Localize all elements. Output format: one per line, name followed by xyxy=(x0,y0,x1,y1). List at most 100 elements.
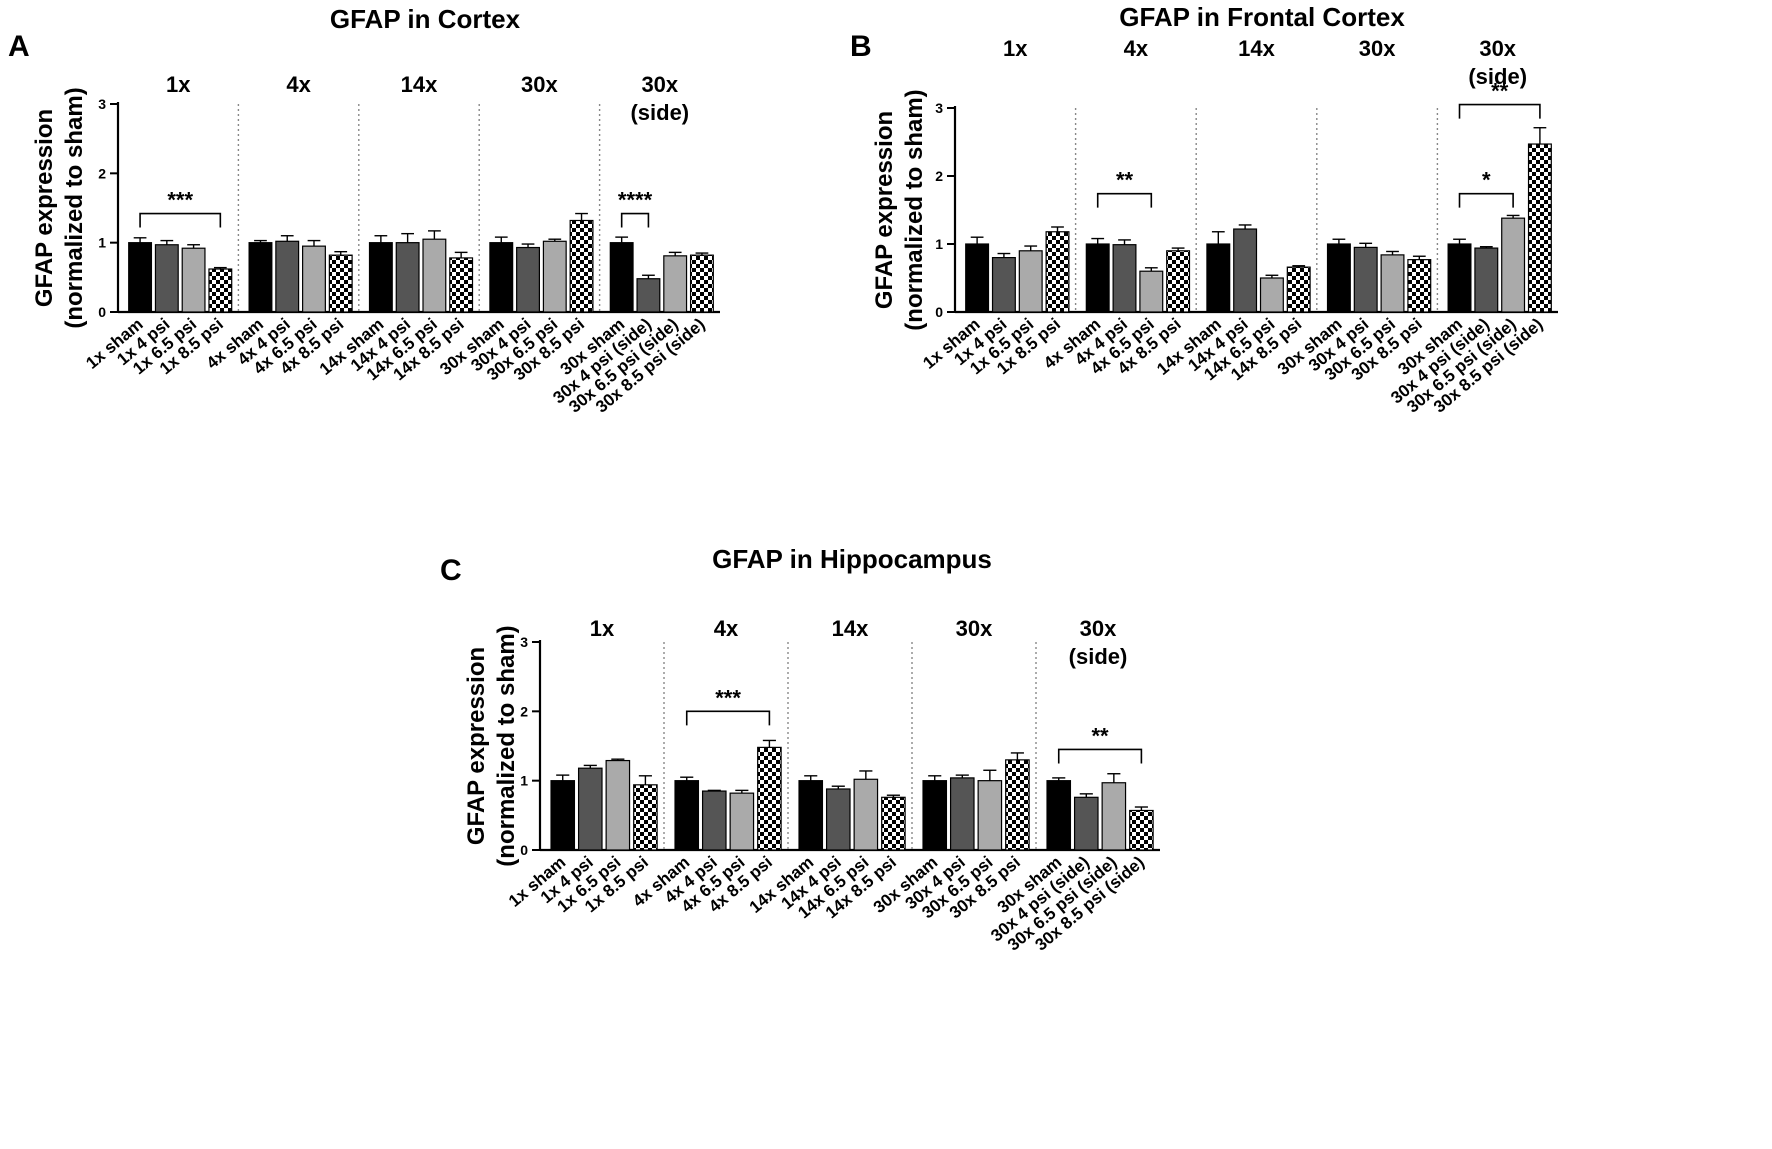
chart-title: GFAP in Cortex xyxy=(330,4,521,34)
bar xyxy=(977,780,1003,851)
bar xyxy=(949,777,975,851)
significance-label: ** xyxy=(1116,168,1134,193)
bar xyxy=(1046,780,1072,851)
group-label: 14x xyxy=(1238,36,1275,61)
group-label: 30x xyxy=(641,72,678,97)
bar xyxy=(1018,250,1043,313)
bar xyxy=(1073,796,1099,851)
y-tick-label: 2 xyxy=(520,703,528,719)
bar xyxy=(516,246,540,313)
y-tick-label: 3 xyxy=(98,96,106,112)
bar xyxy=(1045,231,1070,313)
group-label: 4x xyxy=(286,72,311,97)
bar xyxy=(605,759,631,851)
bar xyxy=(1085,243,1110,313)
bar xyxy=(729,792,755,851)
significance-label: *** xyxy=(715,685,741,710)
bar xyxy=(853,778,879,851)
bar xyxy=(208,268,233,313)
bar xyxy=(701,790,727,851)
significance-bracket xyxy=(1458,192,1514,208)
y-tick-label: 1 xyxy=(520,773,528,789)
bar xyxy=(1259,277,1284,313)
bar xyxy=(395,242,420,313)
bar xyxy=(1206,243,1231,313)
y-axis-label: GFAP expression xyxy=(463,647,490,845)
group-label-sub: (side) xyxy=(1468,64,1527,89)
bar xyxy=(965,243,990,313)
significance-bracket xyxy=(1096,192,1153,208)
y-axis-label: GFAP expression xyxy=(31,109,58,307)
y-tick-label: 1 xyxy=(98,235,106,251)
panel-a: A GFAP in Cortex GFAP expression (normalize… xyxy=(8,4,720,417)
bar xyxy=(1501,217,1526,313)
bar xyxy=(368,242,393,313)
bar xyxy=(542,240,567,313)
bar xyxy=(128,242,153,313)
bar xyxy=(798,780,824,851)
significance-label: ** xyxy=(1491,79,1509,104)
bar xyxy=(248,242,273,313)
significance-bracket xyxy=(620,212,650,228)
bar xyxy=(922,780,948,851)
group-label: 30x xyxy=(521,72,558,97)
y-tick-label: 3 xyxy=(935,100,943,116)
bar xyxy=(181,247,206,313)
bar xyxy=(569,219,594,313)
y-tick-label: 0 xyxy=(98,304,106,320)
bar xyxy=(1233,228,1258,313)
y-tick-label: 2 xyxy=(935,168,943,184)
group-label: 30x xyxy=(1479,36,1516,61)
y-axis-label-sub: (normalized to sham) xyxy=(901,89,928,330)
bar xyxy=(1005,759,1030,851)
bar xyxy=(1112,244,1137,313)
group-label: 30x xyxy=(1080,616,1117,641)
bar xyxy=(1353,246,1378,313)
bar xyxy=(881,796,906,851)
significance-label: *** xyxy=(167,188,193,213)
chart-title: GFAP in Frontal Cortex xyxy=(1119,2,1405,32)
y-tick-label: 0 xyxy=(935,304,943,320)
panel-b: B GFAP in Frontal Cortex GFAP expression (n… xyxy=(850,2,1558,417)
bar xyxy=(489,242,514,313)
group-label: 4x xyxy=(1124,36,1149,61)
panel-letter: A xyxy=(8,30,30,63)
bar xyxy=(1129,809,1154,851)
bar xyxy=(633,784,658,851)
bar xyxy=(1326,243,1351,313)
group-label: 1x xyxy=(1003,36,1028,61)
group-label: 1x xyxy=(166,72,191,97)
bar xyxy=(449,257,474,313)
bar xyxy=(609,242,634,313)
bar xyxy=(674,780,700,851)
significance-bracket xyxy=(1458,103,1541,119)
bar xyxy=(636,278,661,313)
bar xyxy=(328,254,353,313)
bar xyxy=(154,244,179,313)
bar xyxy=(1166,250,1191,313)
bar xyxy=(302,245,326,313)
bar xyxy=(689,254,714,313)
bar xyxy=(663,255,688,313)
y-tick-label: 1 xyxy=(935,236,943,252)
group-label-sub: (side) xyxy=(1069,644,1128,669)
bar xyxy=(1380,254,1405,313)
significance-bracket xyxy=(685,710,771,726)
y-axis-label-sub: (normalized to sham) xyxy=(493,625,520,866)
bar xyxy=(1407,259,1432,313)
group-label: 30x xyxy=(956,616,993,641)
significance-bracket xyxy=(139,212,222,228)
bar xyxy=(991,257,1016,313)
bar xyxy=(757,746,782,851)
bar xyxy=(825,788,851,851)
significance-label: * xyxy=(1482,168,1491,193)
significance-bracket xyxy=(1057,748,1143,764)
y-tick-label: 0 xyxy=(520,842,528,858)
group-label: 14x xyxy=(832,616,869,641)
significance-label: **** xyxy=(618,188,653,213)
bar xyxy=(550,780,576,851)
bar xyxy=(1447,243,1472,313)
y-axis-label: GFAP expression xyxy=(871,111,898,309)
y-axis-label-sub: (normalized to sham) xyxy=(61,87,88,328)
